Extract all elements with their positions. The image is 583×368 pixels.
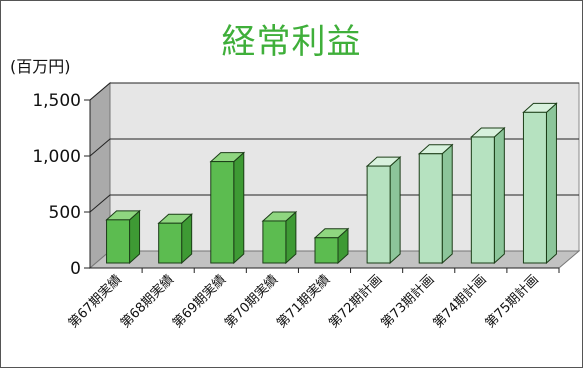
bar bbox=[417, 143, 454, 265]
bar-front bbox=[470, 136, 495, 264]
bar bbox=[157, 213, 193, 265]
bar-side bbox=[441, 143, 453, 265]
bar-front bbox=[210, 161, 235, 264]
x-axis-labels: 第67期実績第68期実績第69期実績第70期実績第71期実績第72期計画第73期… bbox=[65, 268, 560, 332]
bar bbox=[209, 151, 246, 265]
bar-side bbox=[233, 151, 245, 265]
x-category-label: 第73期計画 bbox=[378, 272, 438, 332]
y-tick-label: 1,000 bbox=[32, 147, 81, 167]
bar bbox=[105, 209, 141, 265]
x-category-label: 第71期実績 bbox=[274, 272, 334, 332]
bar-front bbox=[158, 222, 183, 264]
gridline bbox=[89, 138, 579, 157]
bar-side bbox=[389, 155, 401, 265]
bar-side bbox=[545, 102, 557, 265]
bar bbox=[365, 155, 402, 265]
bar bbox=[470, 126, 506, 265]
y-tick-label: 1,500 bbox=[32, 91, 81, 111]
y-axis-unit-label: (百万円) bbox=[10, 57, 71, 76]
x-category-label: 第74期計画 bbox=[430, 272, 490, 332]
bar-front bbox=[522, 111, 547, 264]
x-category-label: 第75期計画 bbox=[482, 272, 542, 332]
bar-front bbox=[314, 237, 339, 264]
bar bbox=[522, 102, 558, 265]
bar-front bbox=[366, 165, 391, 264]
x-category-label: 第70期実績 bbox=[221, 272, 281, 332]
bar-front bbox=[106, 219, 131, 264]
bar-side bbox=[493, 126, 505, 265]
bar-front bbox=[262, 220, 287, 264]
bar-front bbox=[418, 153, 443, 264]
x-category-label: 第67期実績 bbox=[65, 272, 125, 332]
gridline bbox=[89, 82, 579, 101]
bar bbox=[313, 227, 350, 265]
x-category-label: 第69期実績 bbox=[169, 272, 229, 332]
bars bbox=[105, 102, 558, 265]
chart-title: 経常利益 bbox=[221, 22, 362, 62]
bar bbox=[261, 210, 298, 265]
y-axis: 0 500 1,000 1,500 bbox=[32, 91, 559, 279]
x-category-label: 第72期計画 bbox=[326, 272, 386, 332]
x-category-label: 第68期実績 bbox=[117, 272, 177, 332]
y-tick-label: 0 bbox=[70, 259, 81, 279]
y-tick-label: 500 bbox=[49, 203, 81, 223]
